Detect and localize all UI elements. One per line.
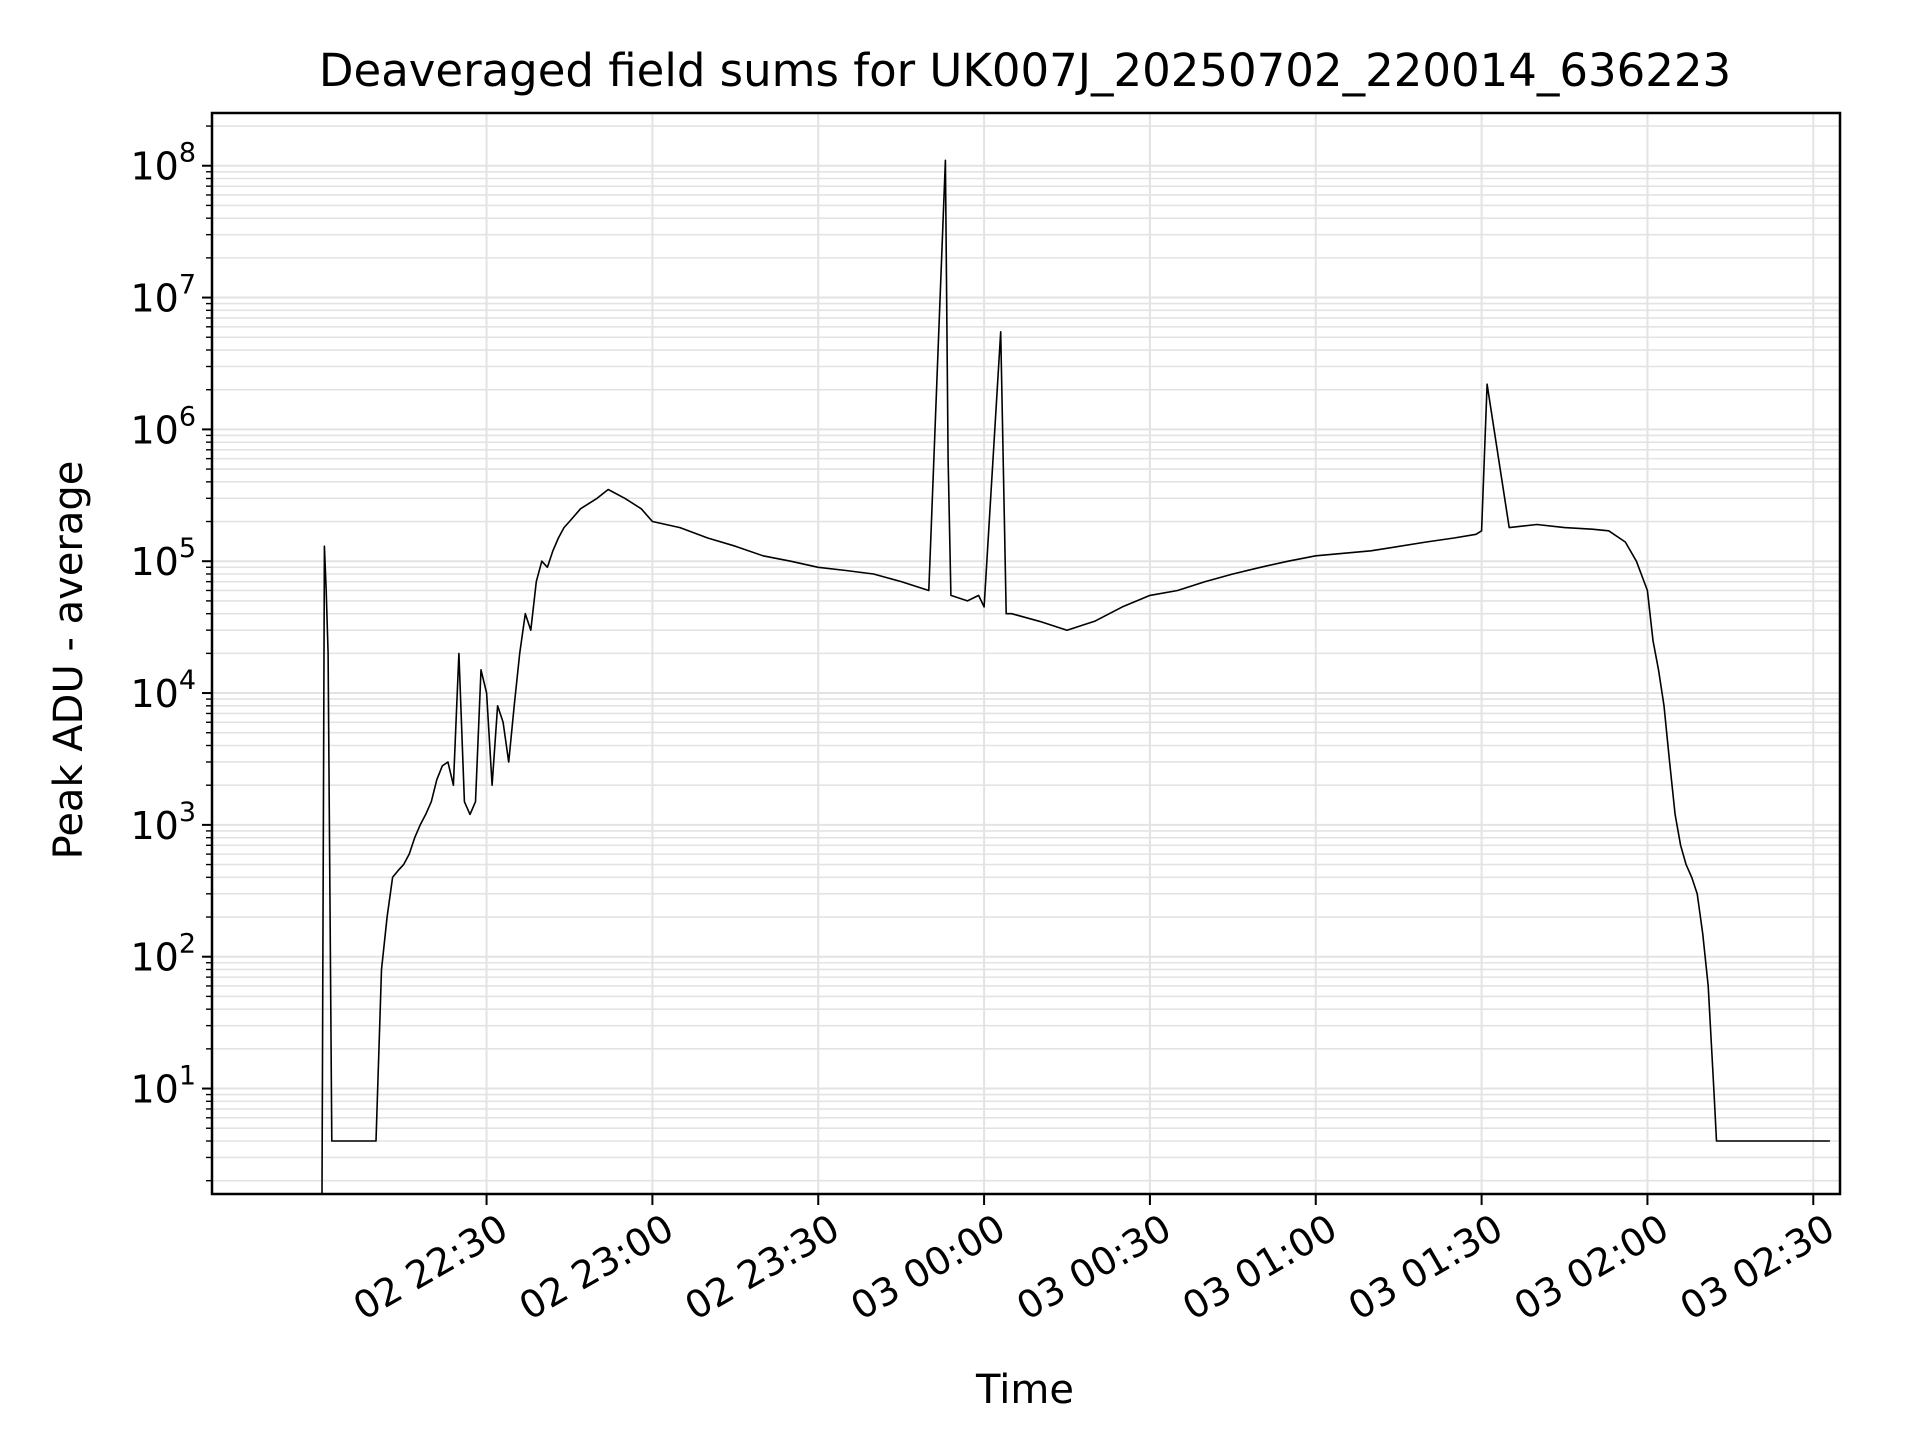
y-tick-exponent: 2	[179, 929, 196, 960]
x-tick-label: 03 01:00	[1175, 1206, 1344, 1329]
y-tick-label: 105	[130, 533, 196, 584]
y-tick-base: 10	[130, 936, 178, 980]
y-tick-exponent: 7	[179, 270, 196, 301]
chart-title: Deaveraged field sums for UK007J_2025070…	[319, 44, 1731, 97]
y-tick-exponent: 6	[179, 401, 196, 432]
y-tick-label: 101	[130, 1061, 196, 1112]
series-line	[321, 159, 1830, 1195]
x-tick-label: 03 02:00	[1507, 1206, 1676, 1329]
y-tick-label: 107	[130, 270, 196, 321]
x-tick-label: 03 00:00	[843, 1206, 1012, 1329]
x-tick-label: 03 01:30	[1341, 1206, 1510, 1329]
y-tick-exponent: 8	[179, 138, 196, 169]
y-tick-label: 106	[130, 401, 196, 452]
y-tick-label: 104	[130, 665, 196, 716]
x-tick-label: 03 00:30	[1009, 1206, 1178, 1329]
y-tick-base: 10	[130, 804, 178, 848]
y-tick-label: 102	[130, 929, 196, 980]
y-tick-exponent: 5	[179, 533, 196, 564]
x-tick-label: 02 23:30	[678, 1206, 847, 1329]
y-tick-exponent: 3	[179, 797, 196, 828]
y-tick-label: 103	[130, 797, 196, 848]
y-axis-label: Peak ADU - average	[46, 461, 92, 860]
y-tick-base: 10	[130, 540, 178, 584]
y-tick-base: 10	[130, 145, 178, 189]
y-tick-exponent: 1	[179, 1061, 196, 1092]
x-tick-label: 03 02:30	[1673, 1206, 1842, 1329]
y-tick-base: 10	[130, 1068, 178, 1112]
y-tick-base: 10	[130, 277, 178, 321]
y-tick-base: 10	[130, 672, 178, 716]
x-tick-label: 02 23:00	[512, 1206, 681, 1329]
grid-lines	[212, 113, 1840, 1194]
x-axis-label: Time	[975, 1367, 1074, 1413]
y-tick-label: 108	[130, 138, 196, 189]
x-tick-label: 02 22:30	[346, 1206, 515, 1329]
y-tick-exponent: 4	[179, 665, 196, 696]
y-tick-base: 10	[130, 408, 178, 452]
